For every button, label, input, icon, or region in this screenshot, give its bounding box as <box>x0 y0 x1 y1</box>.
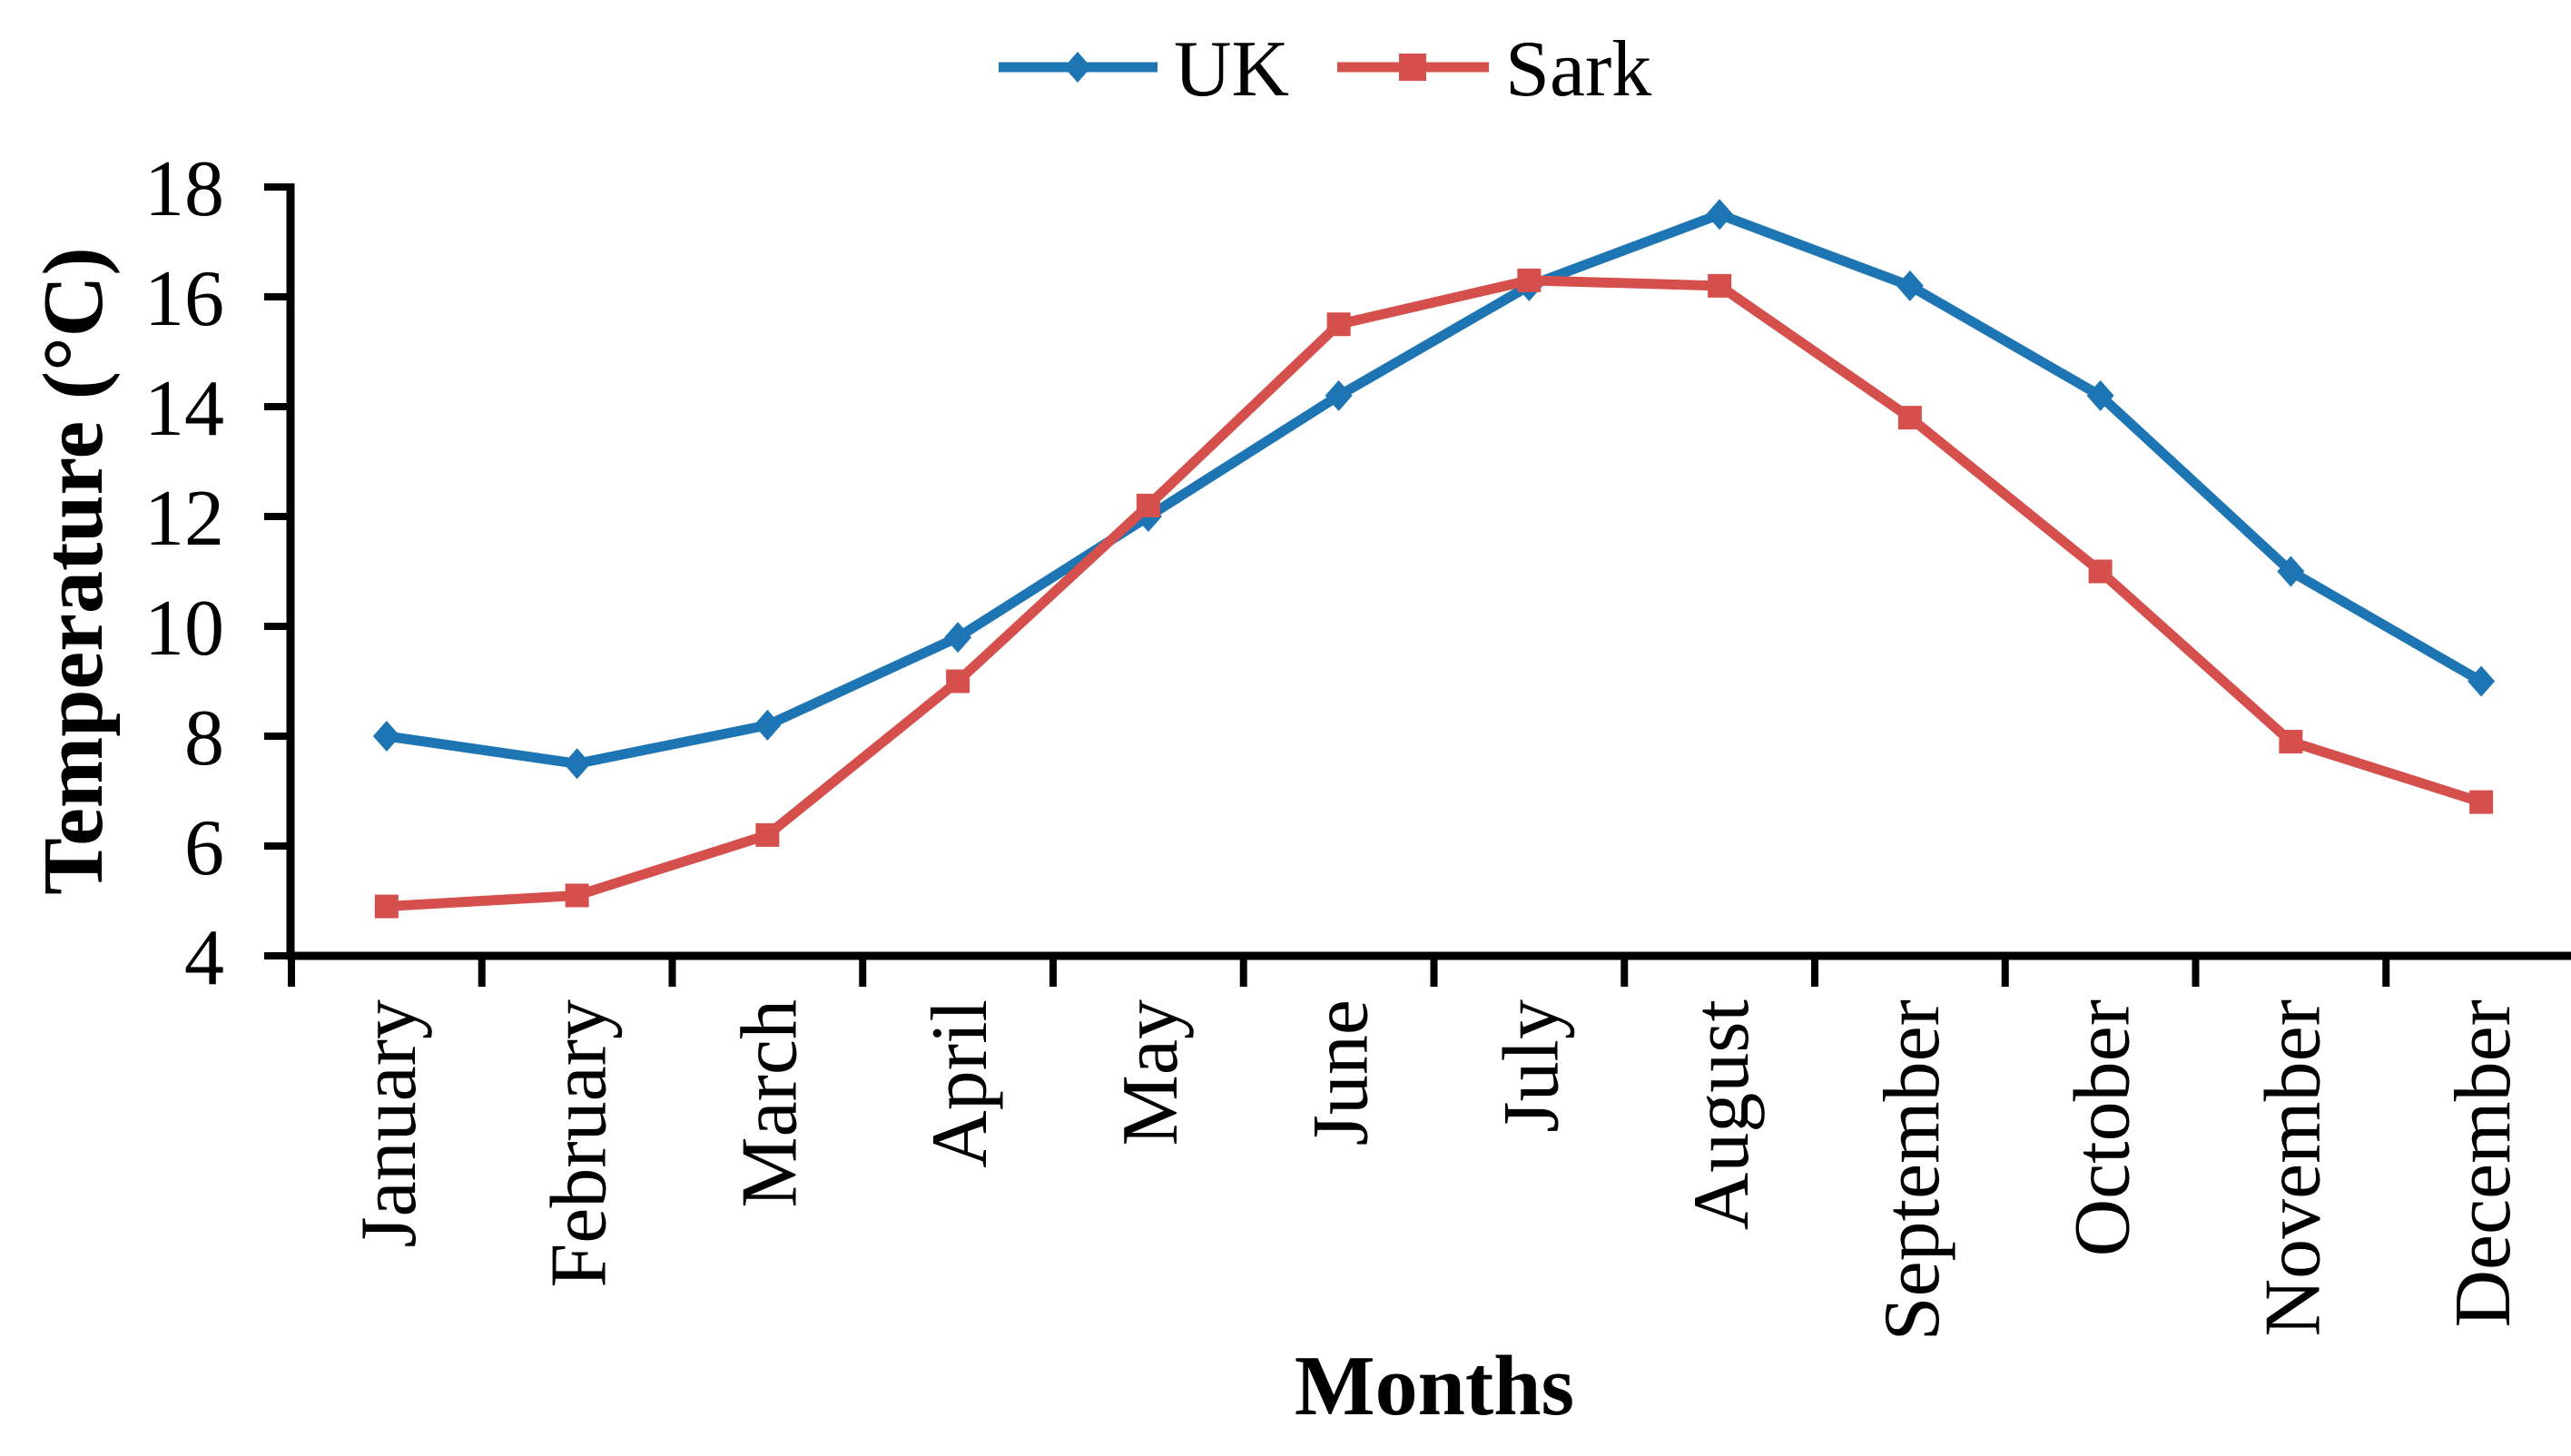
uk-diamond-marker <box>944 622 972 654</box>
uk-diamond-marker <box>1706 199 1734 231</box>
y-tick-label: 6 <box>184 804 224 892</box>
x-category-label: December <box>2439 999 2527 1328</box>
y-tick-label: 8 <box>184 694 224 782</box>
sark-line <box>386 275 2483 912</box>
x-category-label: May <box>1107 999 1195 1146</box>
x-category-label: July <box>1487 999 1575 1133</box>
x-category-label: February <box>536 999 624 1288</box>
plot-area: 4 6 8 10 12 14 16 18 January February March April Ma… <box>144 145 2571 1341</box>
x-category-label: September <box>1868 999 1956 1341</box>
x-category-label: June <box>1297 999 1385 1146</box>
legend: UK Sark <box>999 25 1651 113</box>
sark-square-marker <box>755 822 780 847</box>
uk-diamond-marker <box>1896 270 1924 301</box>
sark-square-marker <box>1326 312 1351 337</box>
x-category-label: November <box>2249 999 2337 1336</box>
legend-item-uk: UK <box>999 25 1289 113</box>
y-axis-title: Temperature (°C) <box>36 247 121 895</box>
y-tick-label: 14 <box>144 365 224 453</box>
uk-line <box>386 209 2484 769</box>
y-tick-label: 16 <box>144 255 224 343</box>
uk-legend-diamond-marker <box>1064 52 1091 83</box>
sark-square-marker <box>1136 493 1160 517</box>
x-category-label: March <box>725 999 813 1208</box>
uk-diamond-marker <box>2277 556 2305 587</box>
y-tick-label: 10 <box>144 585 224 673</box>
sark-legend-label: Sark <box>1505 25 1651 113</box>
x-category-label: August <box>1678 999 1766 1230</box>
uk-diamond-marker <box>563 748 591 780</box>
sark-square-marker <box>2469 790 2494 814</box>
sark-square-marker <box>946 669 970 694</box>
uk-diamond-marker <box>372 721 400 752</box>
uk-diamond-marker <box>2086 379 2114 411</box>
x-category-label: January <box>345 999 433 1248</box>
sark-square-marker <box>374 894 399 919</box>
sark-square-marker <box>1708 273 1732 298</box>
sark-legend-square-marker <box>1399 54 1426 81</box>
sark-square-marker <box>2088 559 2113 584</box>
sark-square-marker <box>565 883 589 908</box>
temperature-line-chart: UK Sark 4 6 8 10 12 14 16 18 January February Marc… <box>36 25 2571 1433</box>
x-category-label: October <box>2059 999 2147 1256</box>
y-tick-label: 12 <box>144 475 224 563</box>
sark-square-marker <box>2279 730 2303 754</box>
legend-item-sark: Sark <box>1337 25 1651 113</box>
sark-square-marker <box>1897 406 1922 430</box>
y-tick-label: 18 <box>144 145 224 233</box>
sark-square-marker <box>1517 268 1542 292</box>
uk-legend-label: UK <box>1174 25 1289 113</box>
x-axis-title: Months <box>1295 1339 1574 1433</box>
y-tick-label: 4 <box>184 914 224 1002</box>
uk-diamond-marker <box>754 709 782 741</box>
x-category-label: April <box>916 999 1004 1168</box>
uk-diamond-marker <box>2468 665 2496 697</box>
chart-figure: UK Sark 4 6 8 10 12 14 16 18 January February Marc… <box>36 15 2571 1441</box>
uk-diamond-marker <box>1325 379 1353 411</box>
